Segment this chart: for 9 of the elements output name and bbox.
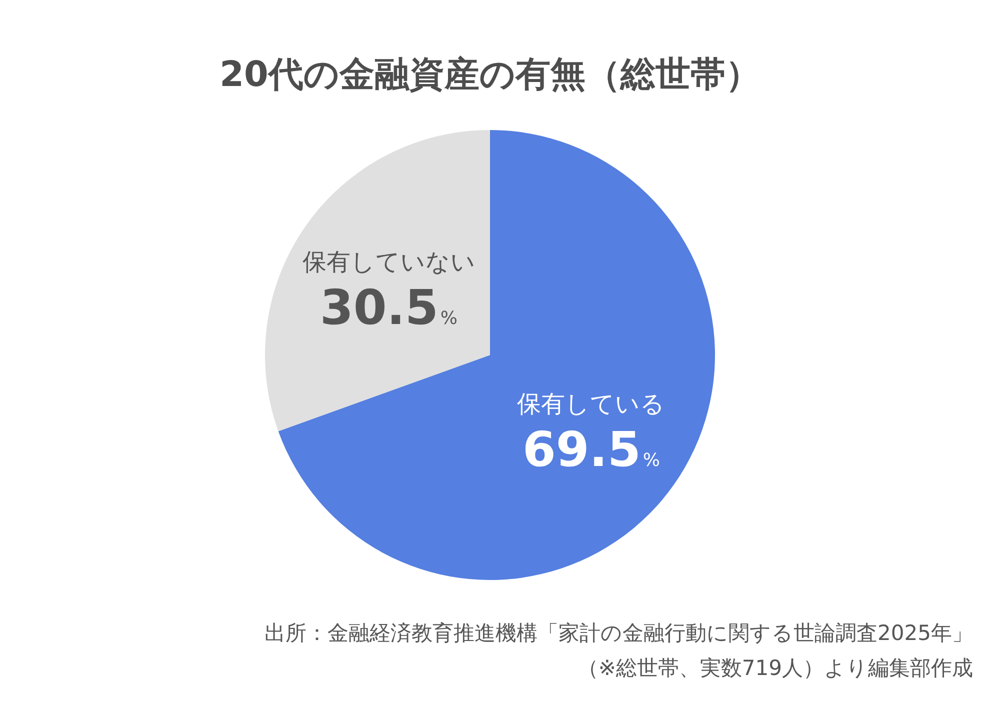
slice-label: 保有している — [517, 390, 666, 418]
text: （※総世帯、実数719人）より編集部作成 — [577, 656, 973, 680]
pie-slice — [265, 130, 490, 432]
slice-label: 保有していない — [302, 248, 476, 276]
text: 出所：金融経済教育推進機構「家計の金融行動に関する世論調査2025年」 — [264, 621, 973, 645]
chart-title: 20代の金融資産の有無（総世帯） — [220, 55, 760, 95]
data-label: 69.5% — [522, 422, 660, 478]
data-label: 30.5% — [320, 280, 458, 336]
pie-slice — [278, 130, 715, 580]
